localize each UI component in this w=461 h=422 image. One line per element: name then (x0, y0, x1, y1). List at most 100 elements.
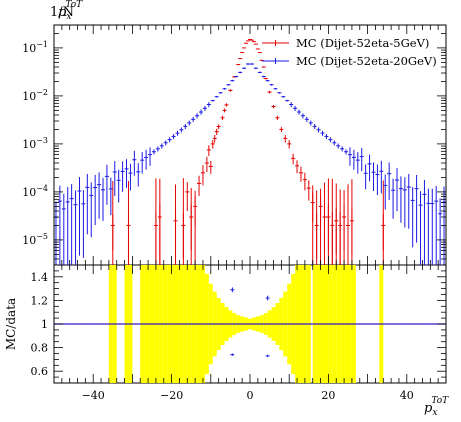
red-marker (224, 103, 229, 107)
ratio-blue-marker (230, 287, 235, 293)
blue-marker (249, 63, 254, 65)
blue-marker (265, 79, 270, 82)
red-marker (242, 47, 247, 49)
blue-marker (222, 87, 227, 90)
blue-marker (159, 143, 164, 149)
red-marker (246, 40, 251, 42)
blue-marker (355, 152, 360, 174)
red-marker (259, 59, 264, 61)
ratio-markers (230, 287, 270, 358)
ratio-y-tick-label: 0.6 (31, 365, 49, 378)
red-marker (291, 153, 296, 165)
blue-marker (332, 140, 337, 146)
blue-marker (347, 147, 352, 166)
x-tick-label: 0 (247, 389, 254, 402)
x-axis: −40 −20 0 20 40 (53, 25, 447, 402)
red-marker (271, 104, 276, 109)
blue-marker (273, 87, 278, 90)
red-marker (212, 134, 217, 143)
blue-marker (171, 134, 176, 140)
blue-marker (155, 146, 160, 152)
blue-marker (195, 113, 200, 119)
main-y-title-prefix: 1/N (50, 5, 74, 20)
red-marker (249, 39, 254, 41)
red-marker (279, 127, 284, 133)
blue-marker (324, 134, 329, 140)
blue-marker (406, 173, 411, 229)
blue-marker (261, 75, 266, 78)
red-marker (283, 134, 288, 143)
blue-marker (426, 188, 431, 265)
blue-marker (438, 198, 443, 265)
red-marker (236, 63, 241, 66)
blue-marker (104, 164, 109, 205)
blue-marker (340, 146, 345, 152)
blue-marker (312, 124, 317, 130)
legend-entry-blue: MC (Dijet-52eta-20GeV) (262, 54, 437, 68)
blue-marker (320, 130, 325, 136)
red-marker (263, 77, 268, 80)
blue-marker (206, 102, 211, 108)
blue-marker (120, 161, 125, 192)
blue-marker (202, 105, 207, 111)
blue-marker (163, 140, 168, 146)
x-axis-title: pxToT (424, 396, 449, 418)
main-y-tick-label: 10−5 (22, 232, 48, 247)
blue-marker (434, 185, 439, 265)
blue-marker (363, 164, 368, 190)
blue-marker (199, 109, 203, 115)
blue-marker (379, 160, 384, 194)
red-marker (251, 41, 256, 43)
red-marker (214, 128, 219, 136)
blue-marker (77, 177, 82, 256)
blue-marker (226, 83, 231, 86)
legend-label-red: MC (Dijet-52eta-5GeV) (296, 36, 429, 50)
blue-marker (230, 79, 235, 82)
blue-marker (57, 185, 62, 265)
blue-marker (281, 95, 286, 98)
blue-marker (387, 162, 392, 200)
blue-marker (124, 159, 129, 188)
red-marker (275, 115, 280, 120)
ratio-y-axis: 0.6 0.8 1 1.2 1.4 (31, 264, 446, 384)
blue-marker (214, 95, 219, 98)
blue-marker (132, 150, 137, 176)
blue-marker (234, 75, 239, 78)
blue-marker (97, 172, 102, 219)
blue-marker (191, 116, 196, 122)
red-marker (295, 160, 300, 174)
blue-marker (116, 169, 121, 203)
blue-marker (89, 182, 94, 238)
main-y-title-var: pxToT (58, 0, 83, 22)
blue-marker (242, 67, 247, 70)
red-marker (261, 66, 266, 68)
x-tick-label: −40 (82, 389, 105, 402)
blue-marker (148, 147, 153, 166)
red-marker (244, 42, 249, 44)
blue-marker (328, 137, 333, 143)
red-marker (197, 175, 202, 196)
blue-marker (375, 164, 380, 195)
blue-marker (101, 177, 105, 221)
legend: MC (Dijet-52eta-5GeV) MC (Dijet-52eta-20… (262, 36, 437, 68)
blue-marker (289, 102, 294, 108)
blue-marker (61, 193, 66, 265)
blue-marker (183, 124, 188, 130)
legend-label-blue: MC (Dijet-52eta-20GeV) (296, 54, 437, 68)
blue-marker (238, 71, 243, 74)
blue-marker (422, 180, 427, 265)
blue-marker (395, 168, 399, 212)
main-y-title: 1/N (50, 5, 74, 20)
red-marker (206, 145, 211, 156)
red-marker (208, 160, 213, 174)
blue-marker (257, 71, 262, 74)
red-marker (238, 58, 243, 60)
blue-marker (430, 188, 435, 265)
blue-marker (410, 187, 415, 248)
blue-marker (73, 190, 78, 265)
blue-marker (187, 120, 192, 126)
red-marker (302, 172, 307, 191)
main-y-tick-label: 10−4 (22, 184, 48, 199)
blue-marker (144, 149, 149, 170)
